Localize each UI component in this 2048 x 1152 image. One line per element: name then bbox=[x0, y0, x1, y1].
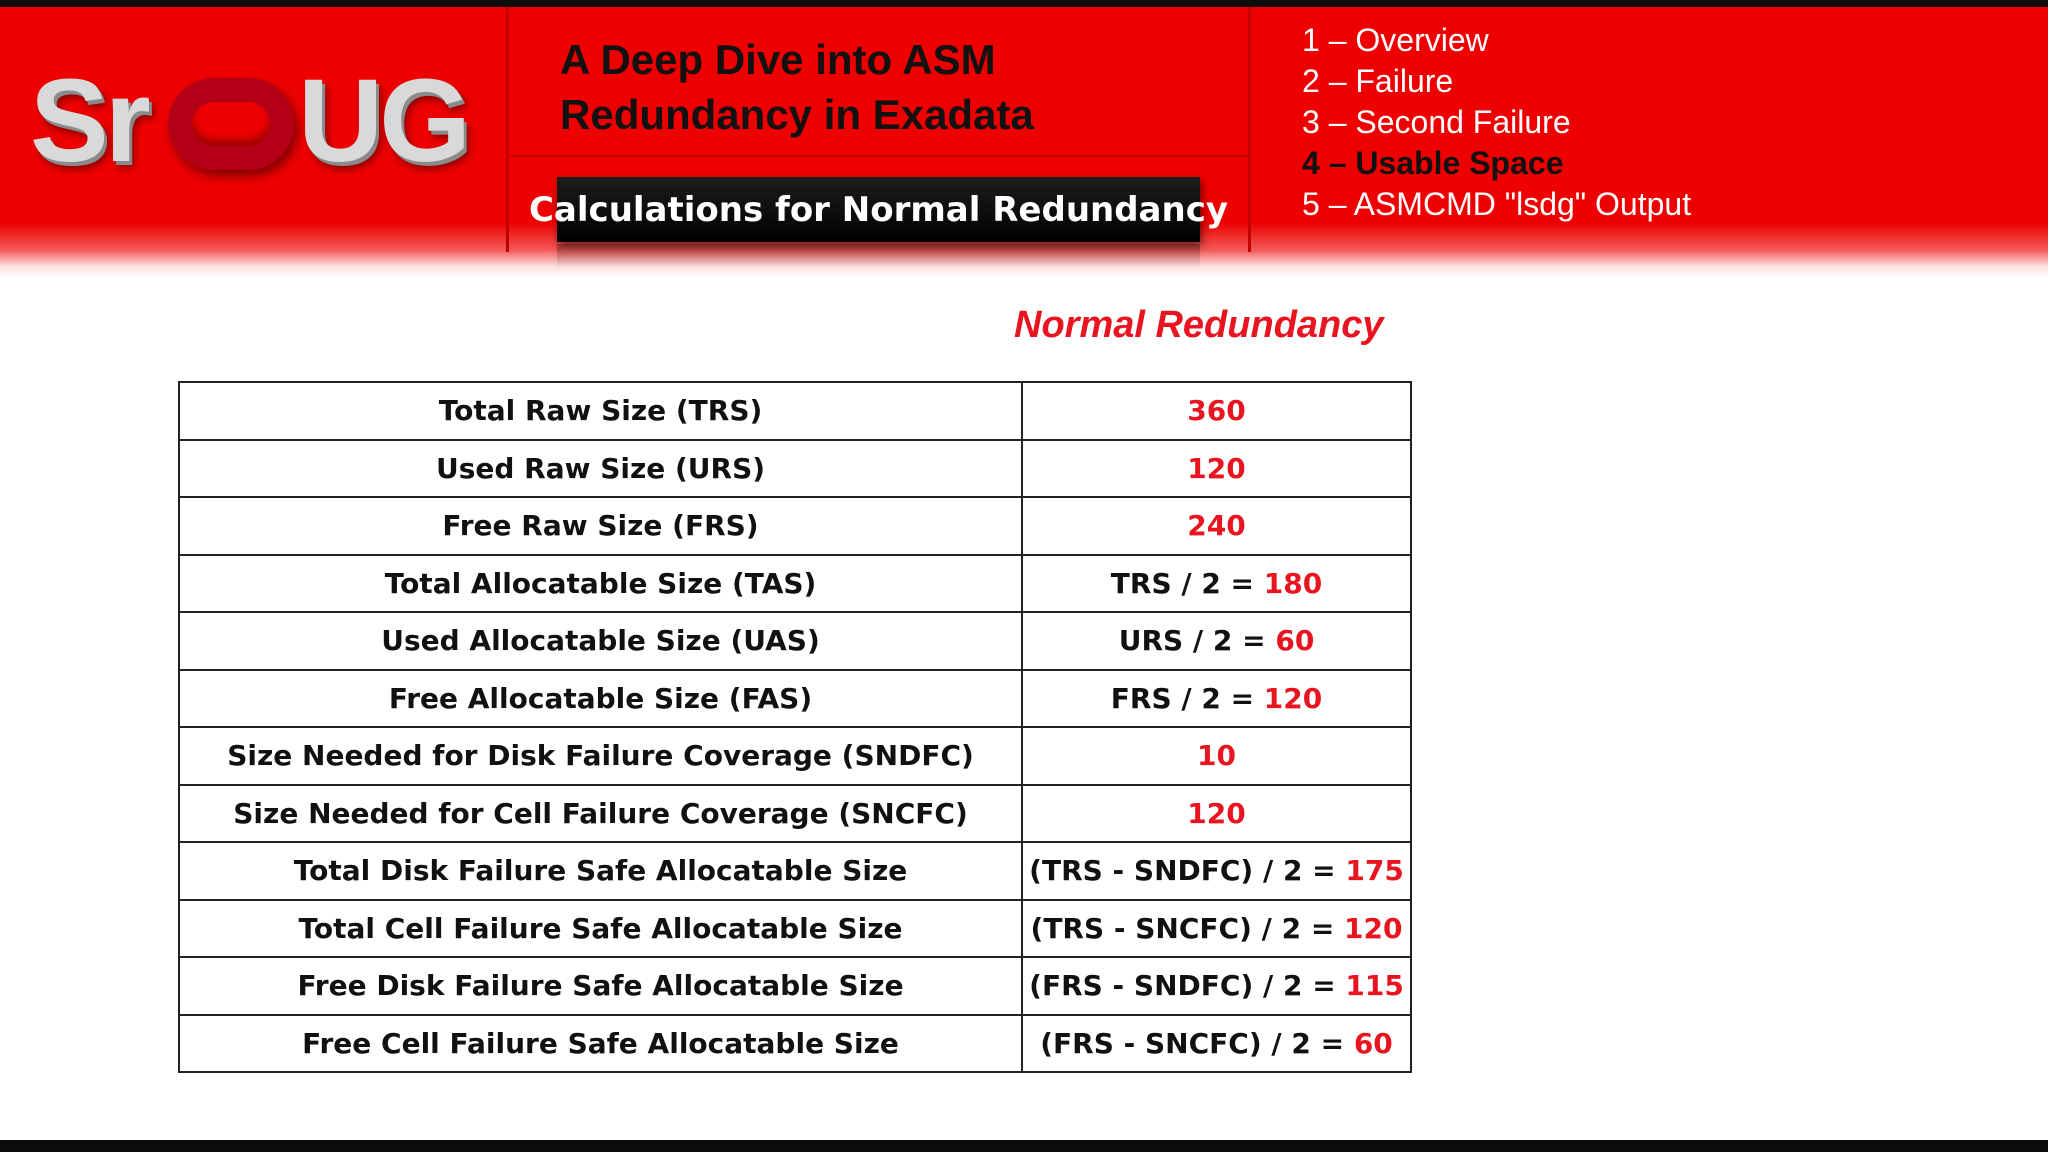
row-result: 120 bbox=[1344, 911, 1403, 945]
table-row: Free Disk Failure Safe Allocatable Size(… bbox=[177, 956, 1412, 1016]
agenda-item-1: 1 – Overview bbox=[1302, 22, 1489, 58]
row-formula: (TRS - SNCFC) / 2 = bbox=[1030, 911, 1345, 945]
row-result: 120 bbox=[1187, 451, 1246, 485]
header-divider-right bbox=[1248, 7, 1251, 252]
row-value: (TRS - SNDFC) / 2 = 175 bbox=[1021, 841, 1412, 901]
row-value: 360 bbox=[1021, 381, 1412, 441]
row-label: Total Disk Failure Safe Allocatable Size bbox=[177, 841, 1024, 901]
row-value: 240 bbox=[1021, 496, 1412, 556]
table-row: Used Allocatable Size (UAS) URS / 2 = 60 bbox=[177, 611, 1412, 671]
logo-ring-icon bbox=[168, 78, 294, 170]
table-row: Size Needed for Cell Failure Coverage (S… bbox=[177, 783, 1412, 843]
row-value: (FRS - SNCFC) / 2 = 60 bbox=[1021, 1013, 1412, 1073]
row-label: Free Disk Failure Safe Allocatable Size bbox=[177, 956, 1024, 1016]
table-row: Free Raw Size (FRS) 240 bbox=[177, 496, 1412, 556]
row-label: Free Cell Failure Safe Allocatable Size bbox=[177, 1013, 1024, 1073]
table-row: Total Allocatable Size (TAS) TRS / 2 = 18… bbox=[177, 553, 1412, 613]
row-label: Size Needed for Cell Failure Coverage (S… bbox=[177, 783, 1024, 843]
calculation-table: Total Raw Size (TRS) 360 Used Raw Size (UR… bbox=[177, 381, 1412, 1073]
slide-title: A Deep Dive into ASM Redundancy in Exada… bbox=[560, 32, 1240, 142]
row-result: 10 bbox=[1197, 739, 1236, 773]
row-value: FRS / 2 = 120 bbox=[1021, 668, 1412, 728]
row-value: (FRS - SNDFC) / 2 = 115 bbox=[1021, 956, 1412, 1016]
row-result: 115 bbox=[1345, 969, 1404, 1003]
row-formula: TRS / 2 = bbox=[1110, 566, 1264, 600]
row-label: Free Allocatable Size (FAS) bbox=[177, 668, 1024, 728]
header-divider-left bbox=[506, 7, 509, 252]
row-result: 240 bbox=[1187, 509, 1246, 543]
row-label: Total Cell Failure Safe Allocatable Size bbox=[177, 898, 1024, 958]
row-label: Total Raw Size (TRS) bbox=[177, 381, 1024, 441]
row-result: 360 bbox=[1187, 394, 1246, 428]
row-value: 10 bbox=[1021, 726, 1412, 786]
agenda-list: 1 – Overview 2 – Failure 3 – Second Failur… bbox=[1302, 20, 1691, 225]
agenda-item-2: 2 – Failure bbox=[1302, 63, 1454, 99]
table-row: Free Cell Failure Safe Allocatable Size(… bbox=[177, 1013, 1412, 1073]
row-formula: (FRS - SNDFC) / 2 = bbox=[1029, 969, 1346, 1003]
row-result: 60 bbox=[1275, 624, 1315, 658]
row-formula: FRS / 2 = bbox=[1110, 681, 1264, 715]
slide-subtitle: Calculations for Normal Redundancy bbox=[529, 177, 1228, 242]
header-divider-horizontal bbox=[510, 155, 1250, 157]
row-label: Free Raw Size (FRS) bbox=[177, 496, 1024, 556]
title-line-2: Redundancy in Exadata bbox=[560, 91, 1034, 138]
section-title: Normal Redundancy bbox=[1014, 304, 1384, 346]
row-value: URS / 2 = 60 bbox=[1021, 611, 1412, 671]
bottom-border bbox=[0, 1140, 2048, 1152]
row-label: Used Allocatable Size (UAS) bbox=[177, 611, 1024, 671]
sroug-logo: Sr UG bbox=[30, 55, 471, 187]
row-result: 120 bbox=[1187, 796, 1246, 830]
row-formula: (TRS - SNDFC) / 2 = bbox=[1029, 854, 1346, 888]
subtitle-reflection bbox=[557, 244, 1200, 268]
row-value: 120 bbox=[1021, 438, 1412, 498]
row-result: 175 bbox=[1345, 854, 1404, 888]
title-line-1: A Deep Dive into ASM bbox=[560, 36, 996, 83]
row-label: Size Needed for Disk Failure Coverage (S… bbox=[177, 726, 1024, 786]
agenda-item-4: 4 – Usable Space bbox=[1302, 145, 1564, 181]
agenda-item-3: 3 – Second Failure bbox=[1302, 104, 1571, 140]
row-formula: (FRS - SNCFC) / 2 = bbox=[1040, 1026, 1354, 1060]
row-label: Used Raw Size (URS) bbox=[177, 438, 1024, 498]
row-result: 180 bbox=[1263, 566, 1323, 600]
row-value: 120 bbox=[1021, 783, 1412, 843]
row-formula: URS / 2 = bbox=[1118, 624, 1276, 658]
row-label: Total Allocatable Size (TAS) bbox=[177, 553, 1024, 613]
row-result: 60 bbox=[1353, 1026, 1393, 1060]
table-row: Total Raw Size (TRS) 360 bbox=[177, 381, 1412, 441]
table-row: Used Raw Size (URS) 120 bbox=[177, 438, 1412, 498]
table-row: Total Disk Failure Safe Allocatable Size… bbox=[177, 841, 1412, 901]
top-border bbox=[0, 0, 2048, 7]
table-row: Total Cell Failure Safe Allocatable Size… bbox=[177, 898, 1412, 958]
table-row: Size Needed for Disk Failure Coverage (S… bbox=[177, 726, 1412, 786]
row-value: (TRS - SNCFC) / 2 = 120 bbox=[1021, 898, 1412, 958]
table-row: Free Allocatable Size (FAS) FRS / 2 = 120 bbox=[177, 668, 1412, 728]
row-value: TRS / 2 = 180 bbox=[1021, 553, 1412, 613]
agenda-item-5: 5 – ASMCMD "lsdg" Output bbox=[1302, 186, 1692, 222]
row-result: 120 bbox=[1263, 681, 1323, 715]
